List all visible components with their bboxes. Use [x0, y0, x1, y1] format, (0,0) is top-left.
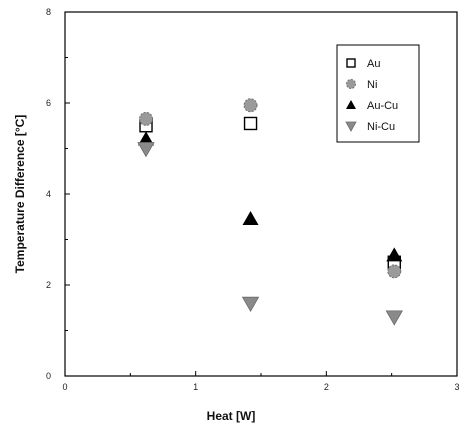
x-axis-label: Heat [W] — [207, 409, 256, 423]
point-ni-cu — [385, 310, 403, 326]
legend-marker-ni — [346, 79, 356, 89]
legend-marker-au-cu — [346, 100, 356, 109]
point-au — [243, 116, 258, 131]
legend-marker-au — [346, 58, 356, 68]
data-points — [137, 98, 403, 326]
x-axis-ticks: 0 1 2 3 — [62, 371, 460, 392]
x-tick-label: 2 — [324, 382, 329, 392]
y-tick-label: 0 — [46, 371, 51, 381]
y-tick-label: 2 — [46, 280, 51, 290]
legend-label-ni: Ni — [367, 79, 377, 91]
point-ni — [139, 111, 154, 126]
legend-label-ni-cu: Ni-Cu — [367, 121, 395, 133]
y-axis-label: Temperature Difference [°C] — [13, 115, 27, 274]
point-ni-cu — [241, 296, 260, 313]
point-au-cu — [138, 131, 155, 146]
y-tick-label: 8 — [46, 7, 51, 17]
y-tick-label: 6 — [46, 98, 51, 108]
x-tick-label: 3 — [454, 382, 459, 392]
legend-label-au-cu: Au-Cu — [367, 100, 398, 112]
point-ni — [243, 98, 258, 113]
point-ni — [387, 264, 402, 279]
point-au-cu — [386, 247, 403, 262]
y-tick-label: 4 — [46, 189, 51, 199]
y-axis-ticks: 0 2 4 6 8 — [46, 7, 70, 381]
x-tick-label: 1 — [193, 382, 198, 392]
x-tick-label: 0 — [62, 382, 67, 392]
legend-label-au: Au — [367, 58, 380, 70]
point-ni-cu — [137, 142, 155, 158]
legend-marker-ni-cu — [345, 121, 357, 132]
point-au-cu — [242, 211, 259, 226]
legend: Au Ni Au-Cu Ni-Cu — [336, 44, 420, 143]
legend-items: Au Ni Au-Cu Ni-Cu — [345, 58, 398, 133]
